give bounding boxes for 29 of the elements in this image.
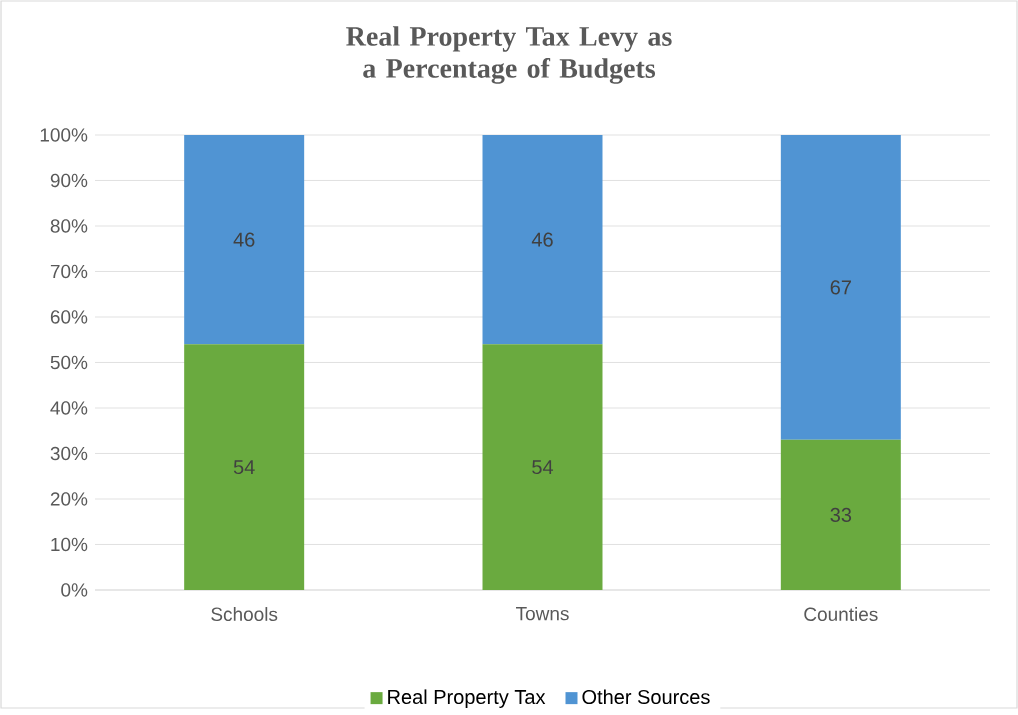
chart-title: Real Property Tax Levy as a Percentage of Budgets bbox=[346, 26, 672, 84]
x-tick-label: Schools bbox=[211, 607, 278, 622]
data-label: 54 bbox=[532, 460, 554, 475]
x-tick-label: Towns bbox=[516, 607, 569, 621]
bar bbox=[780, 439, 901, 591]
y-tick-label: 20% bbox=[50, 492, 88, 506]
data-label: 67 bbox=[830, 280, 851, 295]
legend-label: Other Sources bbox=[582, 689, 710, 705]
data-label: 46 bbox=[233, 232, 255, 247]
legend-label: Real Property Tax bbox=[388, 689, 546, 709]
y-tick-label: 30% bbox=[50, 446, 88, 461]
y-tick-label: 40% bbox=[50, 401, 88, 415]
y-tick-label: 50% bbox=[50, 355, 88, 370]
y-tick-label: 0% bbox=[61, 583, 88, 597]
bar bbox=[780, 135, 901, 440]
y-tick-label: 60% bbox=[50, 310, 88, 324]
y-tick-label: 90% bbox=[50, 173, 88, 188]
bar bbox=[482, 135, 603, 345]
y-tick-label: 10% bbox=[51, 537, 88, 552]
bar bbox=[184, 135, 305, 345]
bar bbox=[482, 344, 603, 591]
y-tick-label: 70% bbox=[50, 264, 88, 279]
data-label: 46 bbox=[531, 232, 553, 247]
y-tick-label: 100% bbox=[40, 128, 88, 142]
x-tick-label: Counties bbox=[804, 607, 878, 622]
bar bbox=[184, 344, 305, 591]
y-tick-label: 80% bbox=[50, 219, 88, 233]
data-label: 33 bbox=[830, 507, 852, 523]
data-label: 54 bbox=[233, 460, 255, 475]
